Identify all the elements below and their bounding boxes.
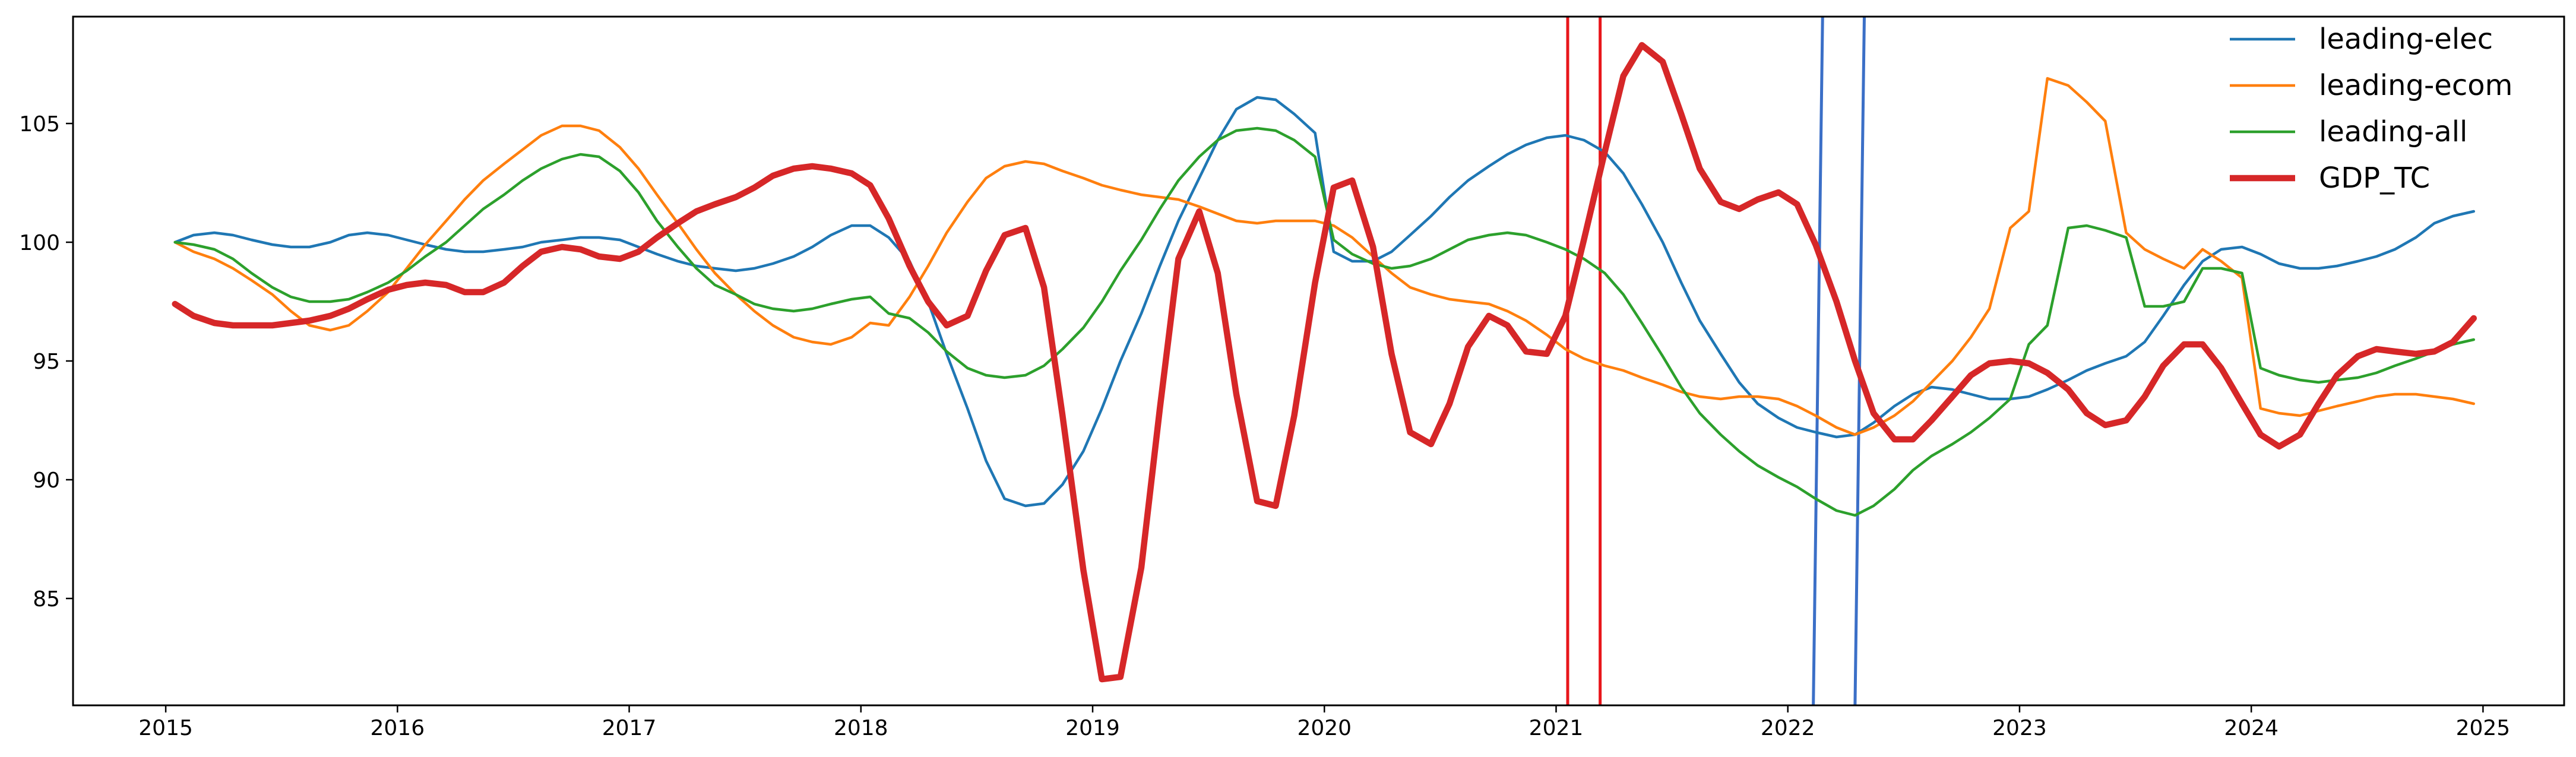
legend-label-gdp-tc: GDP_TC (2319, 161, 2430, 195)
slanted-marker-line-1 (1812, 17, 1824, 705)
x-axis: 2015 2016 2017 2018 2019 2020 2021 2022 2023 2024… (138, 705, 2510, 740)
y-tick-label-105: 105 (19, 112, 60, 137)
legend: leading-elec leading-ecom leading-all GDP_T… (2230, 23, 2512, 195)
x-tick-label-2018: 2018 (834, 716, 888, 740)
series-layer (172, 42, 2477, 683)
x-tick-label-2019: 2019 (1065, 716, 1120, 740)
y-tick-label-85: 85 (33, 587, 60, 612)
y-axis: 85 90 95 100 105 (19, 112, 73, 612)
x-tick-label-2025: 2025 (2456, 716, 2511, 740)
x-tick-label-2022: 2022 (1761, 716, 1815, 740)
y-tick-label-100: 100 (19, 231, 60, 255)
series-line-leading-all (173, 126, 2476, 517)
x-tick-label-2020: 2020 (1297, 716, 1352, 740)
x-tick-label-2023: 2023 (1992, 716, 2047, 740)
legend-label-leading-all: leading-all (2319, 115, 2467, 148)
y-tick-label-90: 90 (33, 468, 60, 493)
annotation-layer (1566, 17, 1866, 705)
y-tick-label-95: 95 (33, 350, 60, 374)
x-tick-label-2017: 2017 (602, 716, 657, 740)
legend-label-leading-ecom: leading-ecom (2319, 69, 2512, 102)
legend-label-leading-elec: leading-elec (2319, 23, 2493, 56)
x-tick-label-2015: 2015 (138, 716, 193, 740)
slanted-marker-line-2 (1853, 17, 1866, 705)
x-tick-label-2021: 2021 (1529, 716, 1584, 740)
series-line-gdp-tc (172, 42, 2477, 683)
x-tick-label-2024: 2024 (2224, 716, 2278, 740)
x-tick-label-2016: 2016 (371, 716, 425, 740)
